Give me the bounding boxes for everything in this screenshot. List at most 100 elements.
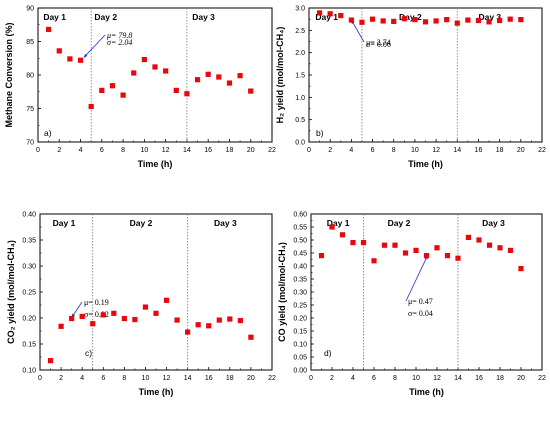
x-tick-label: 10 [411, 147, 419, 154]
y-tick-label: 0.0 [295, 140, 305, 147]
data-point [69, 315, 75, 322]
data-point [380, 18, 386, 24]
day-label: Day 3 [192, 12, 215, 22]
day-label: Day 2 [388, 218, 411, 228]
data-point [141, 56, 147, 63]
y-tick-label: 0.40 [22, 212, 36, 219]
x-tick-label: 4 [349, 147, 353, 154]
y-tick-label: 0.25 [293, 303, 307, 310]
plot-frame [310, 213, 543, 371]
data-point [120, 92, 126, 98]
std-annotation: σ= 0.02 [84, 310, 109, 319]
data-point [465, 234, 472, 240]
data-point [205, 71, 211, 77]
x-tick-label: 0 [36, 147, 40, 154]
data-point [46, 26, 52, 33]
y-tick-label: 0.15 [293, 329, 307, 336]
data-point [327, 11, 333, 17]
data-point [392, 242, 398, 248]
y-tick-label: 0.20 [293, 316, 307, 323]
x-tick-label: 22 [538, 147, 546, 154]
data-point [413, 247, 419, 253]
y-axis-label: CO yield (mol/mol-CH₄) [277, 242, 287, 342]
day-label: Day 1 [43, 12, 66, 22]
y-tick-label: 75 [26, 106, 34, 113]
x-tick-label: 14 [454, 375, 462, 382]
y-tick-label: 0.05 [293, 355, 307, 362]
x-tick-label: 20 [517, 375, 525, 382]
y-tick-label: 0.35 [293, 277, 307, 284]
x-tick-label: 8 [122, 375, 126, 382]
data-point [507, 247, 514, 253]
x-tick-label: 6 [100, 147, 104, 154]
data-point [227, 316, 233, 322]
plot-frame [37, 7, 273, 143]
data-point [99, 87, 105, 94]
data-point [507, 16, 513, 22]
data-point [444, 253, 451, 259]
y-tick-label: 0.15 [22, 342, 36, 349]
chart-panel-1: 0 2 4 6 8 10 12 14 16 18 20 22 70 75 80 85 90 Day 1 Day 2 D… [4, 6, 276, 170]
panel-letter: b) [316, 128, 324, 138]
y-tick-label: 0.25 [22, 290, 36, 297]
data-point [67, 56, 73, 62]
x-tick-label: 4 [351, 375, 355, 382]
y-axis-label: Methane Conversion (%) [4, 22, 14, 127]
y-tick-label: 0.20 [22, 316, 36, 323]
x-tick-label: 16 [475, 147, 483, 154]
y-tick-label: 0.10 [293, 342, 307, 349]
data-point [381, 242, 388, 248]
mean-annotation: μ= 0.19 [84, 298, 109, 307]
mean-annotation: μ= 2.74 [366, 38, 391, 47]
data-point [350, 240, 356, 246]
y-tick-label: 1.0 [295, 95, 305, 102]
panel-letter: c) [85, 348, 92, 358]
x-tick-label: 12 [432, 147, 440, 154]
data-point [486, 19, 492, 25]
data-point [206, 323, 212, 329]
data-point [185, 329, 191, 335]
data-point [412, 17, 418, 23]
x-tick-label: 10 [412, 375, 420, 382]
data-point [237, 73, 243, 79]
mean-annotation: μ= 79.8 [106, 31, 132, 40]
x-tick-label: 0 [309, 375, 313, 382]
data-point [423, 253, 430, 259]
y-tick-label: 0.35 [22, 238, 36, 245]
y-tick-label: 70 [26, 140, 34, 147]
plot-frame [308, 7, 543, 143]
data-point [318, 253, 325, 259]
y-tick-label: 2.5 [295, 28, 305, 35]
data-point [465, 17, 471, 23]
data-point [444, 17, 450, 23]
std-annotation: σ= 2.04 [107, 38, 132, 47]
y-tick-label: 0.10 [22, 368, 36, 375]
x-tick-label: 0 [38, 375, 42, 382]
x-tick-label: 12 [163, 375, 171, 382]
day-label: Day 1 [53, 218, 76, 228]
data-point [339, 232, 346, 238]
day-label: Day 3 [214, 218, 237, 228]
data-point [77, 57, 84, 63]
x-tick-label: 18 [226, 147, 234, 154]
x-tick-label: 18 [226, 375, 234, 382]
y-axis-label: H₂ yield (mol/mol-CH₄) [275, 27, 285, 124]
data-point [454, 20, 460, 26]
data-point [174, 317, 180, 323]
data-point [226, 80, 233, 86]
data-point [371, 258, 377, 264]
data-point [434, 245, 440, 251]
data-point [476, 237, 482, 243]
chart-panel-2: 0 2 4 6 8 10 12 14 16 18 20 22 0.0 0.5 1.0 1.5 2.0 2.5 3.0… [275, 6, 546, 170]
data-point [109, 83, 116, 89]
mean-annotation: μ= 0.47 [408, 297, 433, 306]
y-tick-label: 0.30 [22, 264, 36, 271]
y-tick-label: 0.30 [293, 290, 307, 297]
plot-frame [39, 213, 273, 371]
x-tick-label: 2 [59, 375, 63, 382]
std-annotation: σ= 0.04 [408, 309, 433, 318]
y-tick-label: 90 [26, 6, 34, 13]
data-point [100, 312, 106, 318]
x-axis-label: Time (h) [139, 387, 174, 397]
